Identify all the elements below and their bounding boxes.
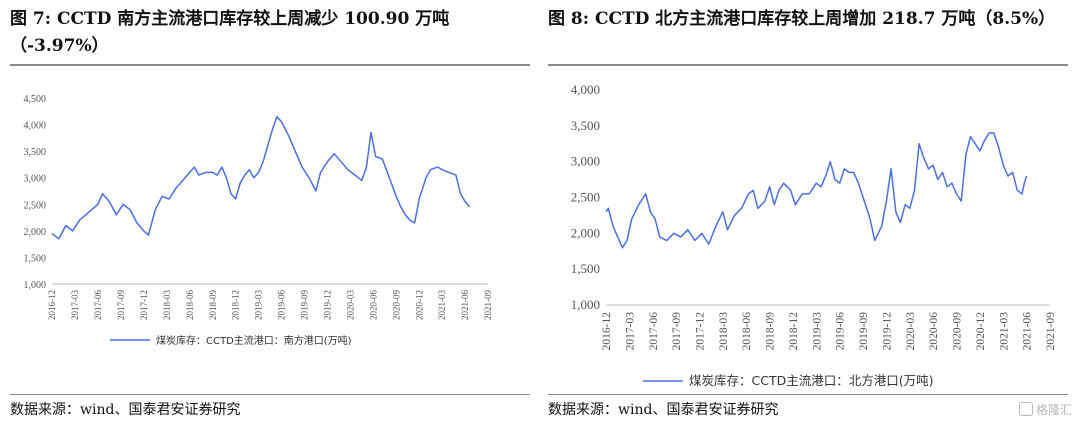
figure-7-panel: 图 7: CCTD 南方主流港口库存较上周减少 100.90 万吨（-3.97%… bbox=[10, 0, 538, 422]
y-tick-label: 1,500 bbox=[571, 261, 600, 276]
y-tick-label: 1,000 bbox=[24, 280, 47, 291]
x-tick-label: 2021-09 bbox=[1045, 312, 1057, 351]
x-tick-label: 2017-09 bbox=[671, 312, 683, 351]
data-source: 数据来源：wind、国泰君安证券研究 bbox=[10, 402, 241, 418]
x-tick-label: 2020-12 bbox=[414, 290, 424, 320]
x-tick-label: 2021-03 bbox=[437, 290, 447, 320]
x-tick-label: 2018-12 bbox=[231, 290, 241, 320]
x-tick-label: 2019-06 bbox=[277, 290, 287, 320]
x-tick-label: 2019-09 bbox=[300, 290, 310, 320]
legend-label: 煤炭库存：CCTD主流港口：北方港口(万吨) bbox=[689, 373, 933, 388]
x-tick-label: 2017-09 bbox=[116, 290, 126, 320]
north-port-inventory-chart: 1,000 1,500 2,000 2,500 3,000 3,500 4,000 2016-… bbox=[571, 82, 1057, 388]
x-tick-label: 2018-06 bbox=[741, 312, 753, 351]
top-rule bbox=[10, 64, 530, 66]
x-tick-label: 2017-03 bbox=[624, 312, 636, 351]
x-tick-label: 2019-12 bbox=[323, 290, 333, 320]
data-source: 数据来源：wind、国泰君安证券研究 bbox=[548, 402, 779, 418]
x-tick-label: 2018-06 bbox=[185, 290, 195, 320]
x-tick-label: 2017-12 bbox=[694, 312, 706, 351]
x-tick-label: 2018-09 bbox=[208, 290, 218, 320]
y-tick-label: 2,000 bbox=[24, 227, 47, 238]
bottom-rule bbox=[548, 394, 1068, 395]
x-tick-label: 2019-03 bbox=[811, 312, 823, 351]
x-tick-label: 2019-03 bbox=[254, 290, 264, 320]
y-tick-label: 1,000 bbox=[571, 297, 600, 312]
x-tick-label: 2017-06 bbox=[93, 290, 103, 320]
x-tick-label: 2019-06 bbox=[835, 312, 847, 351]
y-tick-label: 2,000 bbox=[571, 225, 600, 240]
x-tick-label: 2020-03 bbox=[905, 312, 917, 351]
x-tick-label: 2019-09 bbox=[858, 312, 870, 351]
y-tick-label: 4,000 bbox=[24, 121, 47, 132]
x-tick-label: 2020-06 bbox=[928, 312, 940, 351]
y-tick-label: 3,000 bbox=[571, 154, 600, 169]
watermark-logo-icon bbox=[1018, 402, 1033, 416]
x-tick-label: 2019-12 bbox=[881, 312, 893, 351]
figure-8-panel: 图 8: CCTD 北方主流港口库存较上周增加 218.7 万吨（8.5%） 1… bbox=[548, 0, 1076, 422]
x-tick-label: 2018-03 bbox=[162, 290, 172, 320]
series-line bbox=[605, 132, 1028, 249]
x-tick-label: 2021-06 bbox=[460, 290, 470, 320]
x-tick-label: 2020-12 bbox=[975, 312, 987, 351]
bottom-rule bbox=[10, 394, 530, 395]
x-tick-label: 2021-09 bbox=[483, 290, 493, 320]
x-tick-label: 2016-12 bbox=[47, 290, 57, 320]
x-tick-label: 2021-03 bbox=[998, 312, 1010, 351]
x-tick-label: 2020-09 bbox=[391, 290, 401, 320]
y-tick-label: 2,500 bbox=[571, 190, 600, 205]
x-tick-label: 2021-06 bbox=[1022, 312, 1034, 351]
x-tick-label: 2018-12 bbox=[788, 312, 800, 351]
x-tick-label: 2020-03 bbox=[345, 290, 355, 320]
watermark: 格隆汇 bbox=[1018, 401, 1072, 418]
watermark-text: 格隆汇 bbox=[1035, 403, 1072, 417]
series-line bbox=[51, 115, 471, 240]
x-tick-label: 2017-06 bbox=[648, 312, 660, 351]
y-tick-label: 3,500 bbox=[24, 147, 47, 158]
y-tick-label: 1,500 bbox=[24, 253, 47, 264]
y-tick-label: 4,500 bbox=[24, 94, 47, 105]
south-port-inventory-chart: 1,000 1,500 2,000 2,500 3,000 3,500 4,000 4,500… bbox=[24, 94, 494, 347]
figure-title: 图 7: CCTD 南方主流港口库存较上周减少 100.90 万吨（-3.97%… bbox=[10, 9, 450, 56]
y-tick-label: 3,500 bbox=[571, 118, 600, 133]
y-tick-label: 4,000 bbox=[571, 82, 600, 97]
legend-label: 煤炭库存：CCTD主流港口：南方港口(万吨) bbox=[156, 334, 352, 347]
x-tick-label: 2018-03 bbox=[718, 312, 730, 351]
x-tick-label: 2017-12 bbox=[139, 290, 149, 320]
figure-title: 图 8: CCTD 北方主流港口库存较上周增加 218.7 万吨（8.5%） bbox=[548, 9, 1056, 29]
x-tick-label: 2018-09 bbox=[765, 312, 777, 351]
x-tick-label: 2020-06 bbox=[368, 290, 378, 320]
x-tick-label: 2020-09 bbox=[952, 312, 964, 351]
y-tick-label: 3,000 bbox=[24, 174, 47, 185]
x-tick-label: 2017-03 bbox=[70, 290, 80, 320]
y-tick-label: 2,500 bbox=[24, 200, 47, 211]
top-rule bbox=[548, 64, 1068, 66]
x-tick-label: 2016-12 bbox=[601, 312, 613, 351]
